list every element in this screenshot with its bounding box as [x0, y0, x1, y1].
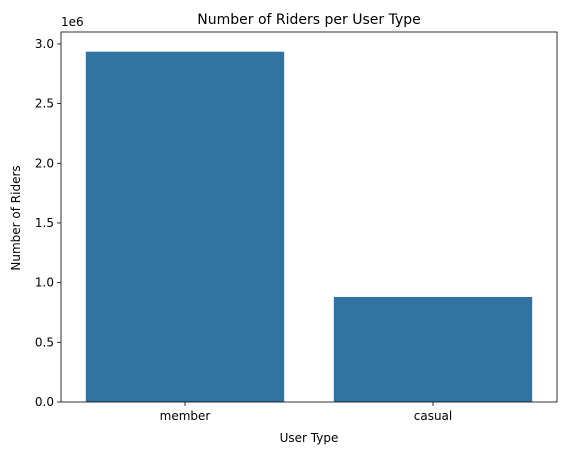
bar-casual	[333, 296, 533, 402]
axes-frame	[60, 31, 558, 403]
x-tick-label-casual: casual	[414, 409, 453, 423]
bar-member	[85, 51, 285, 403]
x-axis-label: User Type	[280, 431, 339, 445]
y-axis-label: Number of Riders	[9, 165, 23, 270]
y-offset-text: 1e6	[61, 15, 84, 29]
chart-title: Number of Riders per User Type	[197, 12, 420, 28]
y-tick-label-1: 0.5	[35, 335, 54, 349]
y-tick-label-0: 0.0	[35, 395, 54, 409]
plot-area: member casual 0.0 0.5 1.0 1.5 2.0 2.5 3.0	[35, 31, 558, 423]
y-tick-label-4: 2.0	[35, 156, 54, 170]
y-tick-label-3: 1.5	[35, 216, 54, 230]
y-tick-label-6: 3.0	[35, 37, 54, 51]
x-tick-label-member: member	[160, 409, 211, 423]
y-tick-label-2: 1.0	[35, 276, 54, 290]
y-tick-label-5: 2.5	[35, 97, 54, 111]
